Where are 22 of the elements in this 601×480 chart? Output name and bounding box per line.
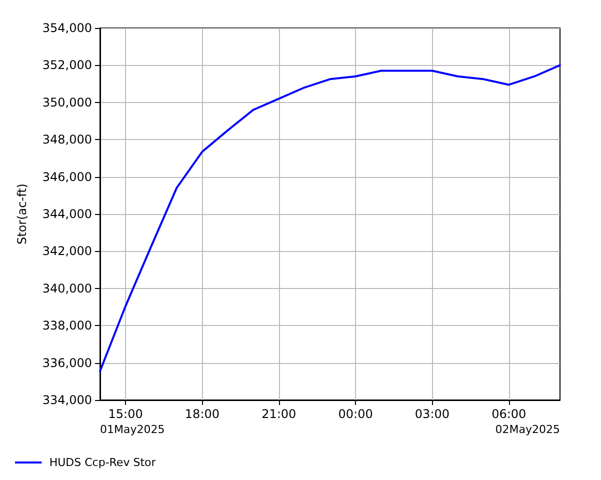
- x-tick-label: 15:00: [108, 407, 143, 421]
- x-tick-label: 00:00: [338, 407, 373, 421]
- legend-label: HUDS Ccp-Rev Stor: [49, 456, 156, 469]
- text: 02May2025: [495, 423, 560, 436]
- y-axis-title: Stor(ac-ft): [15, 184, 29, 244]
- x-tick-label: 06:00: [492, 407, 526, 421]
- y-tick-label: 352,000: [42, 58, 92, 72]
- line-series: [99, 64, 561, 372]
- y-tick-label: 350,000: [42, 95, 92, 110]
- y-tick-label: 336,000: [42, 356, 92, 370]
- y-tick-label: 354,000: [42, 21, 92, 35]
- y-tick-label: 340,000: [42, 281, 92, 296]
- y-tick-label: 348,000: [42, 132, 92, 147]
- x-tick-label: 18:00: [184, 407, 220, 421]
- text: 01May2025: [100, 423, 165, 436]
- y-tick-label: 342,000: [42, 244, 92, 258]
- x-tick-label: 21:00: [262, 407, 296, 421]
- y-tick-label: 338,000: [42, 318, 92, 333]
- x-tick-label: 03:00: [414, 407, 450, 421]
- y-tick-label: 346,000: [42, 170, 92, 184]
- y-tick-label: 334,000: [42, 393, 92, 407]
- y-tick-label: 344,000: [42, 207, 92, 221]
